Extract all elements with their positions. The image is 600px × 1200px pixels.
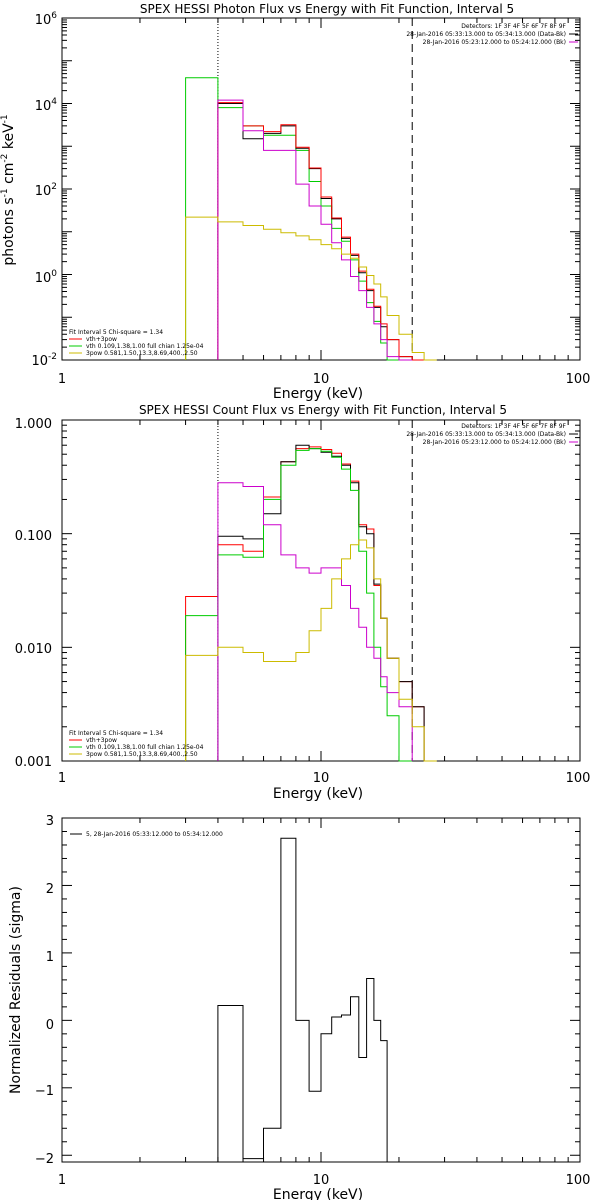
count-xaxis-label: Energy (keV) xyxy=(273,786,363,802)
photon-panel: SPEX HESSI Photon Flux vs Energy with Fi… xyxy=(0,2,590,402)
photon-legend-vth-text: vth 0.109,1.38,1.00 full chian 1.25e-04 xyxy=(86,343,204,350)
histogram-series-0 xyxy=(217,837,388,1162)
photon-legend-left: Fit Interval 5 Chi-square = 1.34 vth+3po… xyxy=(69,329,204,357)
count-ytick-0.001: 0.001 xyxy=(15,755,52,770)
photon-yaxis-label: photons s-1 cm-2 keV-1 xyxy=(0,114,17,265)
count-panel: SPEX HESSI Count Flux vs Energy with Fit… xyxy=(15,403,591,802)
photon-xtick-1: 1 xyxy=(58,372,66,387)
count-xtick-labels: 1 10 100 xyxy=(58,771,591,786)
photon-vlines xyxy=(217,18,413,360)
photon-ytick-1e0: 100 xyxy=(35,269,58,286)
photon-xtick-10: 10 xyxy=(313,372,330,387)
residuals-ytick-1: 1 xyxy=(46,950,54,965)
histogram-series-1 xyxy=(217,103,413,360)
residuals-xtick-labels: 1 10 100 xyxy=(58,1173,591,1188)
photon-detectors-label: Detectors: 1F 3F 4F 5F 6F 7F 8F 9F xyxy=(461,23,566,30)
residuals-ticks xyxy=(61,818,580,1162)
photon-legend-3pow-text: 3pow 0.581,1.50,13.3,8.69,400.,2.50 xyxy=(86,350,198,357)
residuals-ytick-labels: −2 −1 0 1 2 3 xyxy=(35,814,54,1167)
residuals-ytick-m2: −2 xyxy=(35,1152,54,1167)
photon-xtick-labels: 1 10 100 xyxy=(58,372,591,387)
count-series xyxy=(185,444,437,762)
count-ytick-labels: 0.001 0.010 0.100 1.000 xyxy=(15,417,52,770)
residuals-panel: 1 10 100 −2 −1 0 1 2 3 Energy (keV) Norm… xyxy=(8,814,590,1200)
count-fit-header: Fit Interval 5 Chi-square = 1.34 xyxy=(69,730,163,737)
residuals-ytick-2: 2 xyxy=(46,882,54,897)
histogram-series-3 xyxy=(217,482,413,761)
count-ytick-1.000: 1.000 xyxy=(15,417,52,432)
residuals-legend-text: 5, 28-Jan-2016 05:33:12.000 to 05:34:12.… xyxy=(86,831,223,838)
histogram-series-4 xyxy=(185,216,437,361)
histogram-series-0 xyxy=(185,77,413,361)
residuals-ytick-m1: −1 xyxy=(35,1084,54,1099)
residuals-ytick-0: 0 xyxy=(46,1018,54,1033)
photon-series xyxy=(185,77,437,361)
photon-xaxis-label: Energy (keV) xyxy=(273,386,363,402)
count-ytick-0.010: 0.010 xyxy=(15,642,52,657)
histogram-series-2 xyxy=(217,102,425,361)
residuals-xtick-10: 10 xyxy=(313,1173,330,1188)
count-legend-vth3pow-text: vth+3pow xyxy=(86,737,117,744)
photon-ticks xyxy=(61,18,580,361)
photon-ytick-labels: 10-2 100 102 104 106 xyxy=(31,11,57,369)
photon-ytick-1e6: 106 xyxy=(35,11,58,28)
photon-ytick-1e4: 104 xyxy=(35,97,58,114)
count-chart-title: SPEX HESSI Count Flux vs Energy with Fit… xyxy=(139,403,507,417)
photon-ytick-1e-2: 10-2 xyxy=(31,352,57,369)
residuals-ytick-3: 3 xyxy=(46,814,54,829)
photon-legend-vth3pow-text: vth+3pow xyxy=(86,336,117,343)
histogram-series-4 xyxy=(185,539,437,762)
photon-xtick-100: 100 xyxy=(566,372,591,387)
histogram-series-1 xyxy=(217,444,425,761)
photon-legend-right: Detectors: 1F 3F 4F 5F 6F 7F 8F 9F 28-Ja… xyxy=(406,23,578,46)
count-ticks xyxy=(61,420,580,762)
count-xtick-100: 100 xyxy=(566,771,591,786)
count-legend-right: Detectors: 1F 3F 4F 5F 6F 7F 8F 9F 28-Ja… xyxy=(406,423,578,446)
photon-legend-data-text: 28-Jan-2016 05:33:13.000 to 05:34:13.000… xyxy=(406,31,566,38)
count-vlines xyxy=(217,420,413,761)
count-xtick-1: 1 xyxy=(58,771,66,786)
photon-legend-bk-text: 28-Jan-2016 05:23:12.000 to 05:24:12.000… xyxy=(423,39,566,46)
count-legend-vth-text: vth 0.109,1.38,1.00 full chian 1.25e-04 xyxy=(86,744,204,751)
count-legend-data-text: 28-Jan-2016 05:33:13.000 to 05:34:13.000… xyxy=(406,431,566,438)
histogram-series-0 xyxy=(185,446,425,761)
photon-fit-header: Fit Interval 5 Chi-square = 1.34 xyxy=(69,329,163,336)
residuals-legend: 5, 28-Jan-2016 05:33:12.000 to 05:34:12.… xyxy=(70,831,223,838)
count-detectors-label: Detectors: 1F 3F 4F 5F 6F 7F 8F 9F xyxy=(461,423,566,430)
count-legend-3pow-text: 3pow 0.581,1.50,13.3,8.69,400.,2.50 xyxy=(86,751,198,758)
residuals-yaxis-label: Normalized Residuals (sigma) xyxy=(8,886,24,1094)
count-plot-frame xyxy=(61,419,581,762)
photon-ytick-1e2: 102 xyxy=(35,182,57,199)
count-ytick-0.100: 0.100 xyxy=(15,529,52,544)
count-xtick-10: 10 xyxy=(313,771,330,786)
count-legend-left: Fit Interval 5 Chi-square = 1.34 vth+3po… xyxy=(69,730,204,758)
residuals-plot-frame xyxy=(61,817,581,1163)
residuals-xtick-100: 100 xyxy=(566,1173,591,1188)
count-legend-bk-text: 28-Jan-2016 05:23:12.000 to 05:24:12.000… xyxy=(423,439,566,446)
histogram-series-2 xyxy=(185,448,413,762)
photon-chart-title: SPEX HESSI Photon Flux vs Energy with Fi… xyxy=(140,2,514,16)
residuals-xaxis-label: Energy (keV) xyxy=(273,1187,363,1200)
residuals-series xyxy=(217,837,388,1162)
residuals-xtick-1: 1 xyxy=(58,1173,66,1188)
